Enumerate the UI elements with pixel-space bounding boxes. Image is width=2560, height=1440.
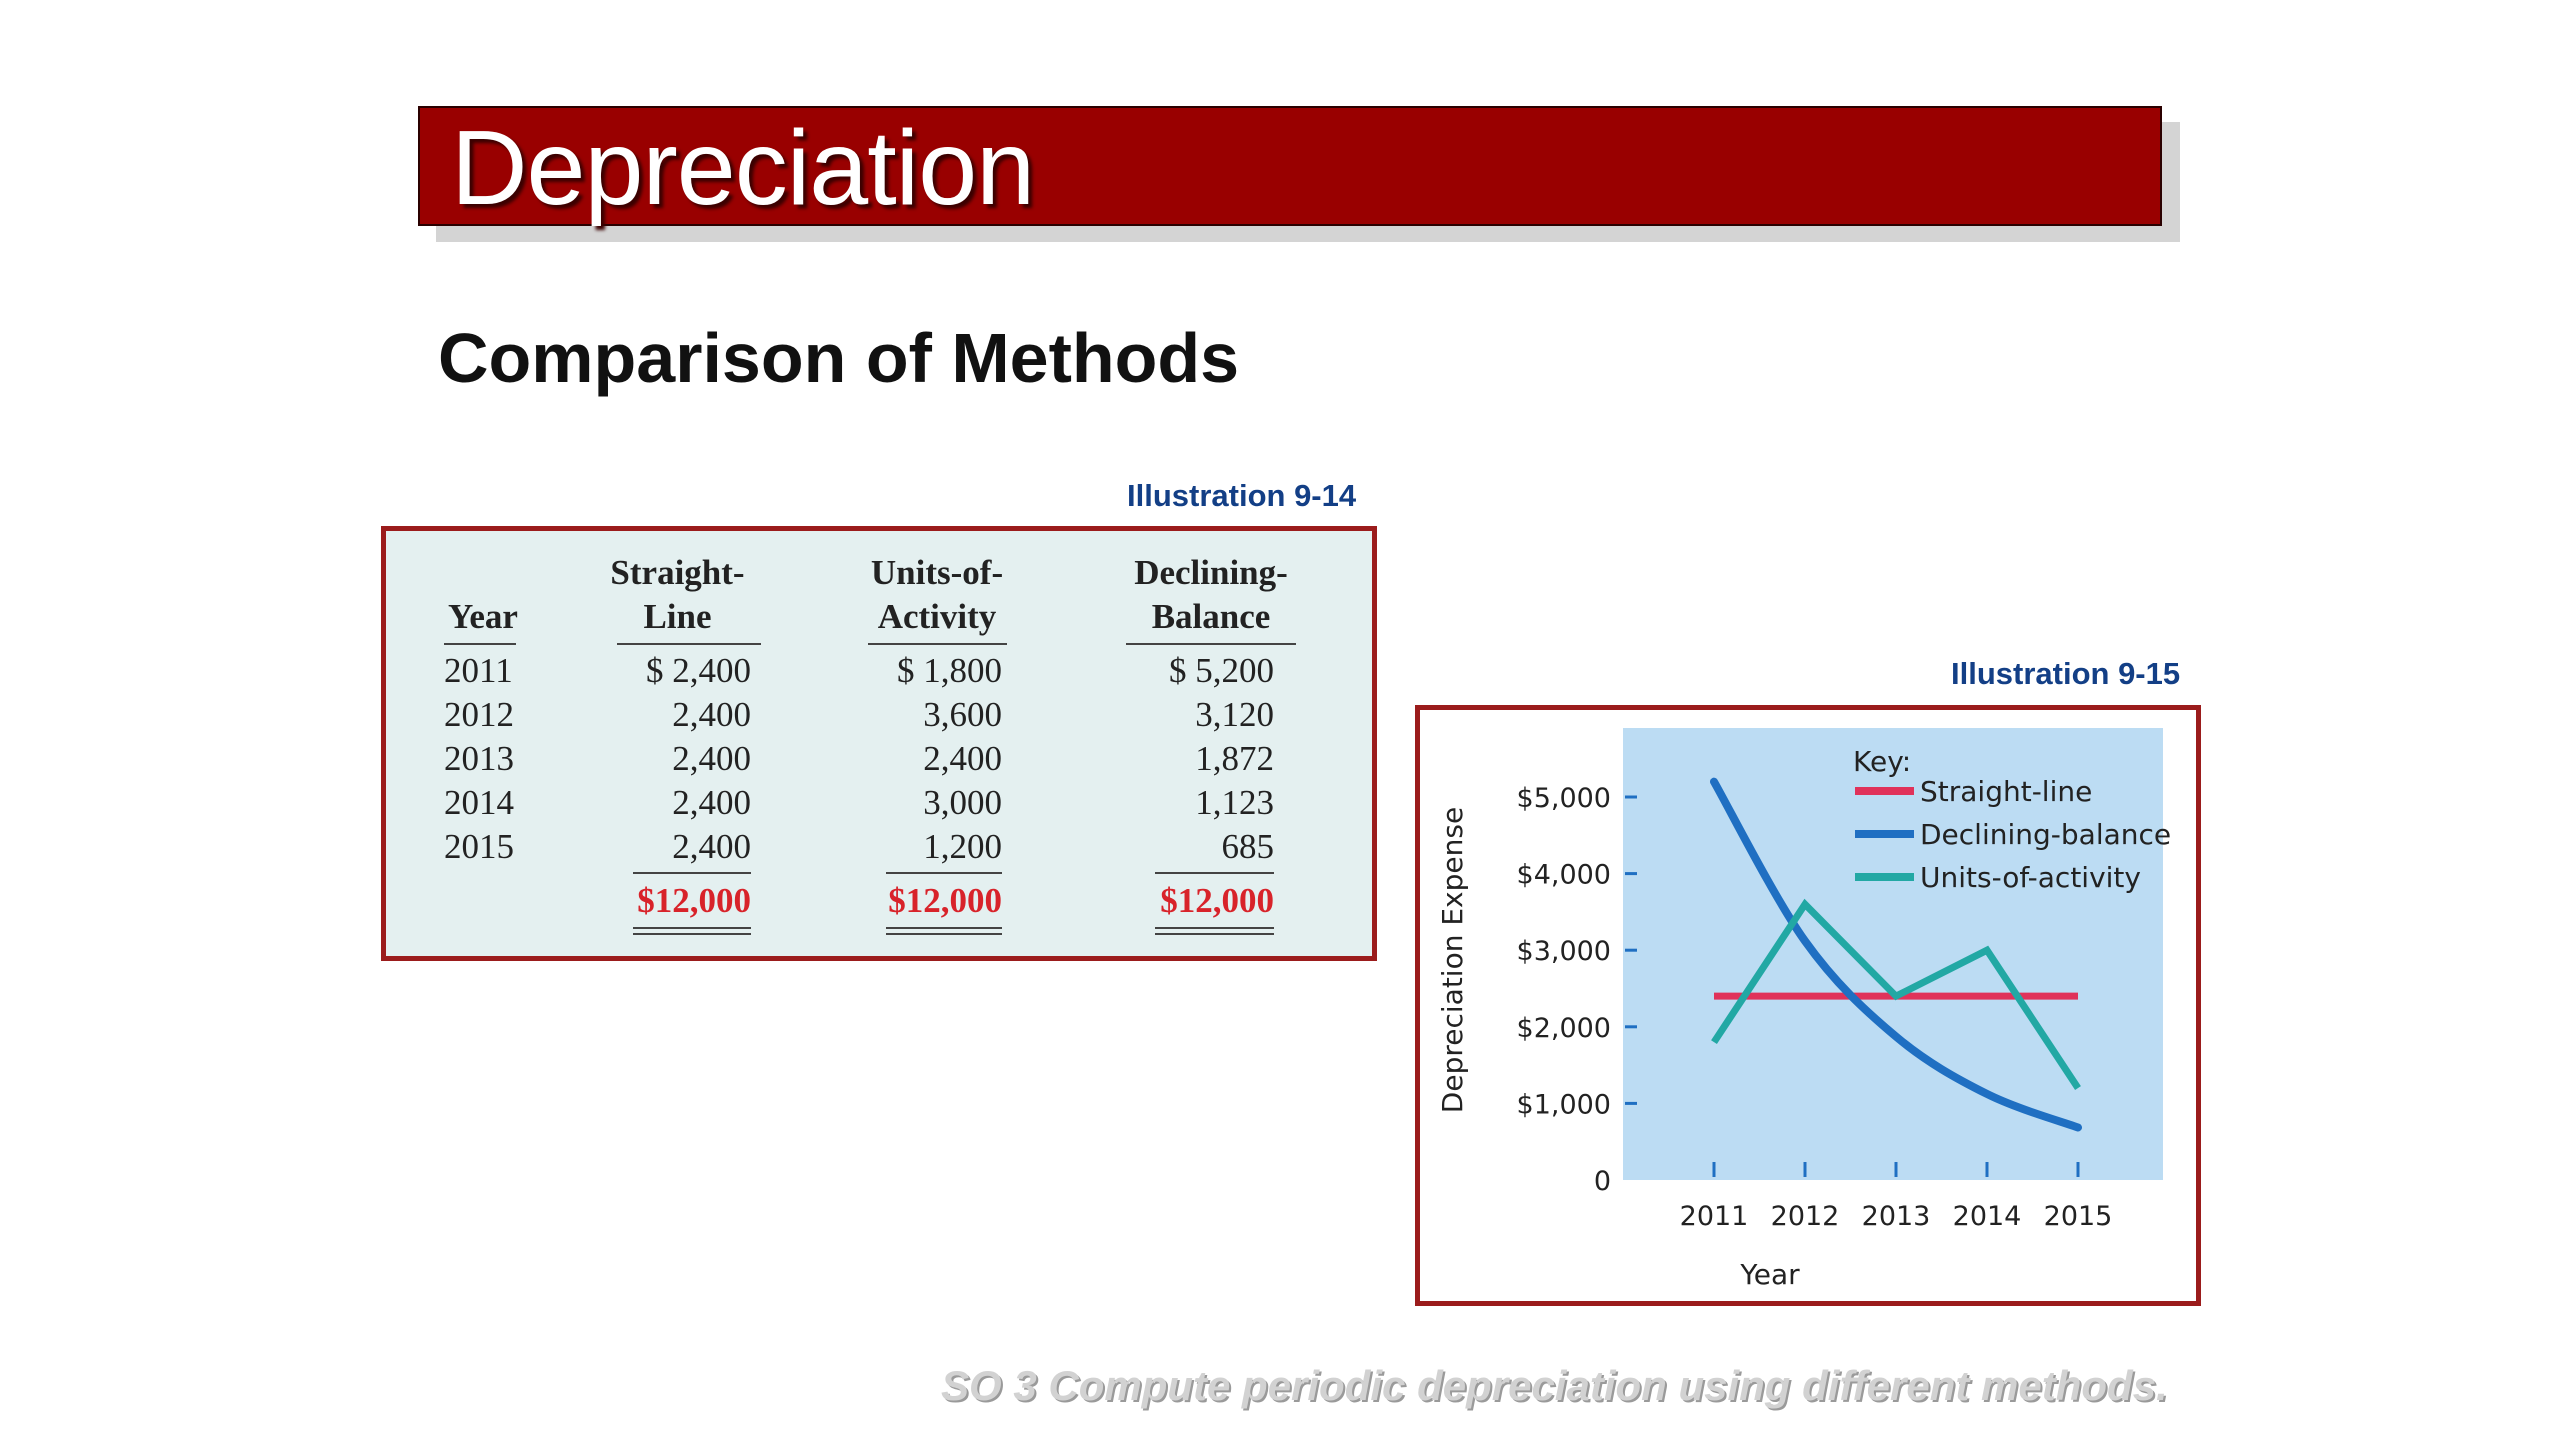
total-rule-ua-2 bbox=[886, 933, 1002, 935]
legend-units-of-activity-label: Units-of-activity bbox=[1920, 861, 2141, 894]
row-2014-ua: 3,000 bbox=[923, 783, 1002, 822]
y-tick-label: $3,000 bbox=[1517, 936, 1611, 967]
header-declining-1: Declining- bbox=[1134, 553, 1288, 592]
depreciation-line-chart: 0 $1,000 $2,000 $3,000 $4,000 $5,000 2011 2012 2… bbox=[1436, 728, 2171, 1291]
row-2011-ua: $ 1,800 bbox=[897, 651, 1002, 690]
row-2012-db: 3,120 bbox=[1195, 695, 1274, 734]
y-tick-label: 0 bbox=[1594, 1166, 1611, 1197]
x-tick-label: 2013 bbox=[1862, 1201, 1931, 1232]
header-units-2: Activity bbox=[877, 597, 997, 636]
series-declining-balance bbox=[1710, 777, 2082, 1132]
header-rule-ua bbox=[868, 643, 1007, 645]
y-tick-label: $4,000 bbox=[1517, 860, 1611, 891]
total-rule-sl-1 bbox=[633, 927, 751, 929]
header-straight-line-1: Straight- bbox=[610, 553, 745, 592]
row-2015-ua: 1,200 bbox=[923, 827, 1002, 866]
header-rule-sl bbox=[617, 643, 761, 645]
y-axis-label: Depreciation Expense bbox=[1436, 807, 1469, 1113]
row-2014-year: 2014 bbox=[444, 783, 514, 822]
header-units-1: Units-of- bbox=[870, 553, 1004, 592]
illustration-14-label: Illustration 9-14 bbox=[1127, 478, 1357, 513]
row-2015-db: 685 bbox=[1221, 827, 1275, 866]
subtotal-rule-ua bbox=[886, 872, 1002, 874]
total-db: $12,000 bbox=[1160, 881, 1274, 920]
row-2013-db: 1,872 bbox=[1195, 739, 1274, 778]
row-2014-db: 1,123 bbox=[1195, 783, 1274, 822]
row-2014-sl: 2,400 bbox=[672, 783, 751, 822]
comparison-table: Year Straight- Line Units-of- Activity D… bbox=[381, 526, 1377, 961]
total-rule-sl-2 bbox=[633, 933, 751, 935]
series-units-of-activity bbox=[1711, 898, 2081, 1091]
row-2015-year: 2015 bbox=[444, 827, 514, 866]
legend-straight-line-label: Straight-line bbox=[1920, 775, 2092, 808]
row-2013-year: 2013 bbox=[444, 739, 514, 778]
legend-declining-balance-label: Declining-balance bbox=[1920, 818, 2171, 851]
subtotal-rule-db bbox=[1155, 872, 1274, 874]
row-2012-ua: 3,600 bbox=[923, 695, 1002, 734]
x-tick-label: 2014 bbox=[1953, 1201, 2022, 1232]
header-rule-db bbox=[1126, 643, 1296, 645]
row-2011-sl: $ 2,400 bbox=[646, 651, 751, 690]
x-tick-label: 2011 bbox=[1680, 1201, 1749, 1232]
y-tick-label: $2,000 bbox=[1517, 1013, 1611, 1044]
total-ua: $12,000 bbox=[888, 881, 1002, 920]
row-2012-sl: 2,400 bbox=[672, 695, 751, 734]
slide-footer: SO 3 Compute periodic depreciation using… bbox=[941, 1362, 2168, 1409]
row-2011-year: 2011 bbox=[444, 651, 513, 690]
illustration-15-label: Illustration 9-15 bbox=[1951, 656, 2181, 691]
row-2013-ua: 2,400 bbox=[923, 739, 1002, 778]
row-2012-year: 2012 bbox=[444, 695, 514, 734]
subtotal-rule-sl bbox=[633, 872, 751, 874]
header-rule-year bbox=[444, 643, 516, 645]
legend-title: Key: bbox=[1853, 745, 1911, 778]
header-year: Year bbox=[448, 597, 518, 636]
x-axis-label: Year bbox=[1739, 1258, 1800, 1291]
x-tick-label: 2012 bbox=[1771, 1201, 1840, 1232]
total-rule-db-1 bbox=[1155, 927, 1274, 929]
slide-title: Depreciation bbox=[451, 109, 1035, 227]
y-tick-label: $5,000 bbox=[1517, 783, 1611, 814]
header-straight-line-2: Line bbox=[643, 597, 712, 636]
total-rule-db-2 bbox=[1155, 933, 1274, 935]
slide-subtitle: Comparison of Methods bbox=[438, 319, 1240, 397]
y-tick-label: $1,000 bbox=[1517, 1089, 1611, 1120]
row-2015-sl: 2,400 bbox=[672, 827, 751, 866]
x-tick-label: 2015 bbox=[2044, 1201, 2113, 1232]
row-2011-db: $ 5,200 bbox=[1169, 651, 1274, 690]
total-sl: $12,000 bbox=[637, 881, 751, 920]
plot-area bbox=[1623, 728, 2163, 1180]
title-bar bbox=[418, 106, 2162, 226]
header-declining-2: Balance bbox=[1151, 597, 1271, 636]
total-rule-ua-1 bbox=[886, 927, 1002, 929]
row-2013-sl: 2,400 bbox=[672, 739, 751, 778]
